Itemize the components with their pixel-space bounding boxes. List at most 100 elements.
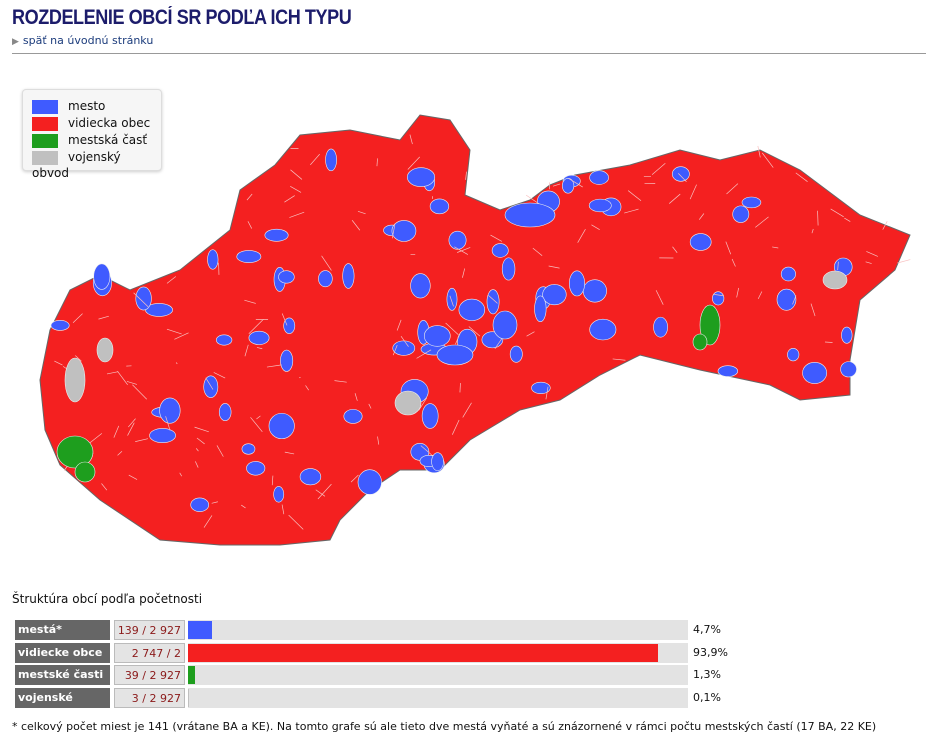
map-border bbox=[98, 315, 109, 320]
map-border bbox=[409, 134, 413, 145]
map-border bbox=[624, 208, 639, 214]
row-count: 3 / 2 927 bbox=[114, 687, 185, 708]
map-region bbox=[741, 196, 762, 209]
map-border bbox=[462, 402, 472, 418]
map-border bbox=[244, 344, 249, 357]
map-border bbox=[354, 393, 358, 401]
map-region bbox=[203, 375, 219, 398]
map-region bbox=[840, 361, 857, 378]
map-region bbox=[671, 166, 690, 182]
map-border bbox=[290, 169, 303, 180]
map-border bbox=[310, 153, 320, 166]
map-border bbox=[420, 445, 432, 456]
map-border bbox=[830, 208, 844, 218]
row-percent: 93,9% bbox=[693, 645, 728, 659]
map-region bbox=[190, 497, 210, 512]
map-border bbox=[757, 291, 763, 300]
map-region bbox=[561, 178, 575, 194]
back-link-text[interactable]: späť na úvodnú stránku bbox=[22, 34, 154, 47]
map-border bbox=[792, 295, 797, 305]
map-border bbox=[179, 472, 183, 477]
map-region bbox=[509, 345, 523, 363]
map-region bbox=[392, 340, 416, 356]
row-percent: 4,7% bbox=[693, 623, 721, 636]
row-count: 139 / 2 927 bbox=[114, 620, 185, 640]
legend-label: mesto bbox=[68, 99, 106, 113]
stats-title: Štruktúra obcí podľa početnosti bbox=[12, 592, 203, 606]
map-border bbox=[449, 295, 454, 307]
map-region bbox=[273, 486, 285, 503]
map-border bbox=[174, 332, 189, 340]
legend-swatch bbox=[32, 116, 58, 131]
map-border bbox=[135, 438, 149, 442]
map-region bbox=[423, 325, 451, 347]
map-region bbox=[264, 228, 289, 242]
map-border bbox=[166, 328, 182, 335]
map-region bbox=[429, 198, 450, 215]
map-border bbox=[445, 322, 459, 335]
map-region bbox=[135, 286, 152, 311]
map-border bbox=[241, 504, 246, 509]
map-border bbox=[248, 318, 264, 335]
map-region bbox=[357, 469, 382, 495]
map-region bbox=[278, 270, 295, 284]
map-region bbox=[436, 344, 474, 366]
map-border bbox=[627, 190, 642, 202]
row-label: vidiecke obce bbox=[15, 642, 110, 663]
map-border bbox=[165, 416, 171, 431]
map-region bbox=[692, 333, 708, 351]
map-border bbox=[455, 331, 462, 345]
map-region bbox=[501, 257, 516, 281]
map-border bbox=[810, 303, 816, 317]
map-border bbox=[761, 152, 774, 168]
map-border bbox=[127, 422, 135, 436]
bar-track bbox=[188, 642, 688, 663]
map-border bbox=[407, 156, 421, 170]
map-border bbox=[568, 178, 583, 188]
map-region bbox=[492, 310, 518, 340]
legend-label: mestská časť bbox=[68, 133, 148, 147]
map-region bbox=[822, 270, 848, 290]
map-border bbox=[866, 251, 878, 257]
map-border bbox=[714, 294, 724, 297]
map-region bbox=[569, 270, 585, 297]
map-border bbox=[377, 436, 380, 445]
map-border bbox=[284, 195, 295, 203]
map-border bbox=[882, 221, 888, 230]
map-region bbox=[149, 428, 176, 443]
map-border bbox=[351, 220, 361, 231]
map-border bbox=[490, 234, 503, 242]
map-border bbox=[488, 295, 498, 304]
map-border bbox=[865, 261, 872, 264]
map-region bbox=[446, 287, 458, 311]
map-border bbox=[256, 415, 261, 420]
map-region bbox=[342, 263, 355, 289]
map-border bbox=[897, 259, 911, 264]
map-border bbox=[817, 210, 819, 226]
map-border bbox=[266, 364, 282, 368]
map-border bbox=[837, 261, 839, 271]
map-region bbox=[504, 202, 556, 228]
map-border bbox=[736, 287, 739, 298]
back-link[interactable]: ▶ späť na úvodnú stránku bbox=[12, 34, 154, 47]
footnote: * celkový počet miest je 141 (vrátane BA… bbox=[12, 720, 877, 733]
map-border bbox=[577, 229, 586, 243]
map-border bbox=[612, 358, 626, 361]
map-border bbox=[824, 341, 833, 343]
map-region bbox=[280, 349, 294, 372]
legend-swatch bbox=[32, 150, 58, 165]
map-border bbox=[317, 483, 332, 500]
map-region bbox=[448, 230, 467, 250]
legend-swatch bbox=[32, 99, 58, 114]
map-border bbox=[128, 474, 138, 480]
map-border bbox=[651, 163, 666, 175]
map-region bbox=[93, 263, 111, 290]
map-region bbox=[534, 295, 547, 323]
map-region bbox=[653, 316, 668, 338]
map-border bbox=[755, 216, 769, 228]
map-border bbox=[250, 417, 263, 433]
map-border bbox=[133, 292, 149, 308]
map-border bbox=[350, 474, 359, 483]
map-border bbox=[117, 451, 123, 456]
map-border bbox=[194, 461, 199, 468]
